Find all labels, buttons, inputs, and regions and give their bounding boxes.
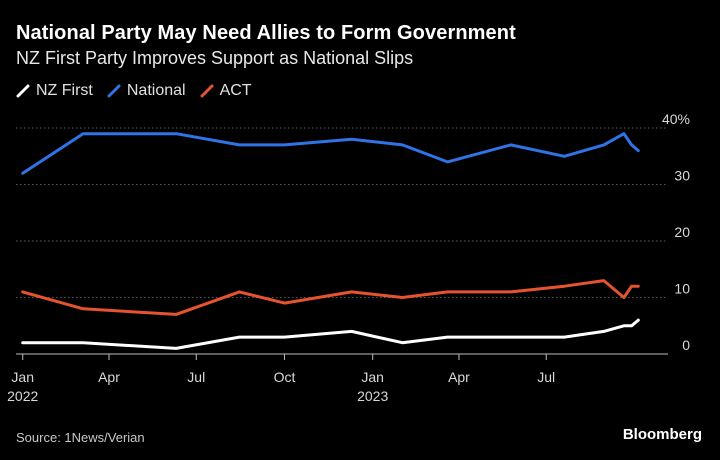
x-tick-label-4: Jan [361, 369, 384, 385]
bloomberg-logo: Bloomberg [622, 426, 702, 443]
legend-item-national: National [107, 82, 186, 100]
series-line-nz-first [21, 318, 640, 350]
legend-label-nz-first: NZ First [36, 82, 93, 99]
x-tick-label-5: Apr [448, 369, 470, 385]
y-tick-label-20: 20 [674, 224, 690, 240]
x-tick-label-1: Apr [98, 369, 120, 385]
series-line-act [21, 279, 640, 316]
legend-swatch-nz-first [16, 84, 30, 98]
y-tick-label-0: 0 [682, 337, 690, 353]
legend-label-act: ACT [219, 82, 252, 99]
legend-item-act: ACT [200, 82, 252, 100]
legend-swatch-act [200, 84, 214, 98]
y-tick-label-30: 30 [674, 168, 690, 184]
x-tick-label-2: Jul [187, 369, 205, 385]
x-tick-label-0: Jan [11, 369, 34, 385]
x-tick-label-6: Jul [537, 369, 555, 385]
legend-item-nz-first: NZ First [16, 82, 93, 100]
legend: NZ First National ACT [16, 82, 266, 100]
x-tick-sublabel-0: 2022 [7, 388, 38, 404]
legend-swatch-national [107, 84, 121, 98]
chart-subtitle: NZ First Party Improves Support as Natio… [16, 48, 414, 68]
source-note: Source: 1News/Verian [16, 430, 145, 445]
series-line-national [21, 132, 640, 175]
x-tick-label-3: Oct [274, 369, 296, 385]
y-tick-label-10: 10 [674, 281, 690, 297]
y-tick-label-40: 40% [662, 111, 690, 127]
x-tick-sublabel-4: 2023 [357, 388, 388, 404]
legend-label-national: National [126, 82, 186, 99]
chart-title: National Party May Need Allies to Form G… [16, 22, 516, 44]
